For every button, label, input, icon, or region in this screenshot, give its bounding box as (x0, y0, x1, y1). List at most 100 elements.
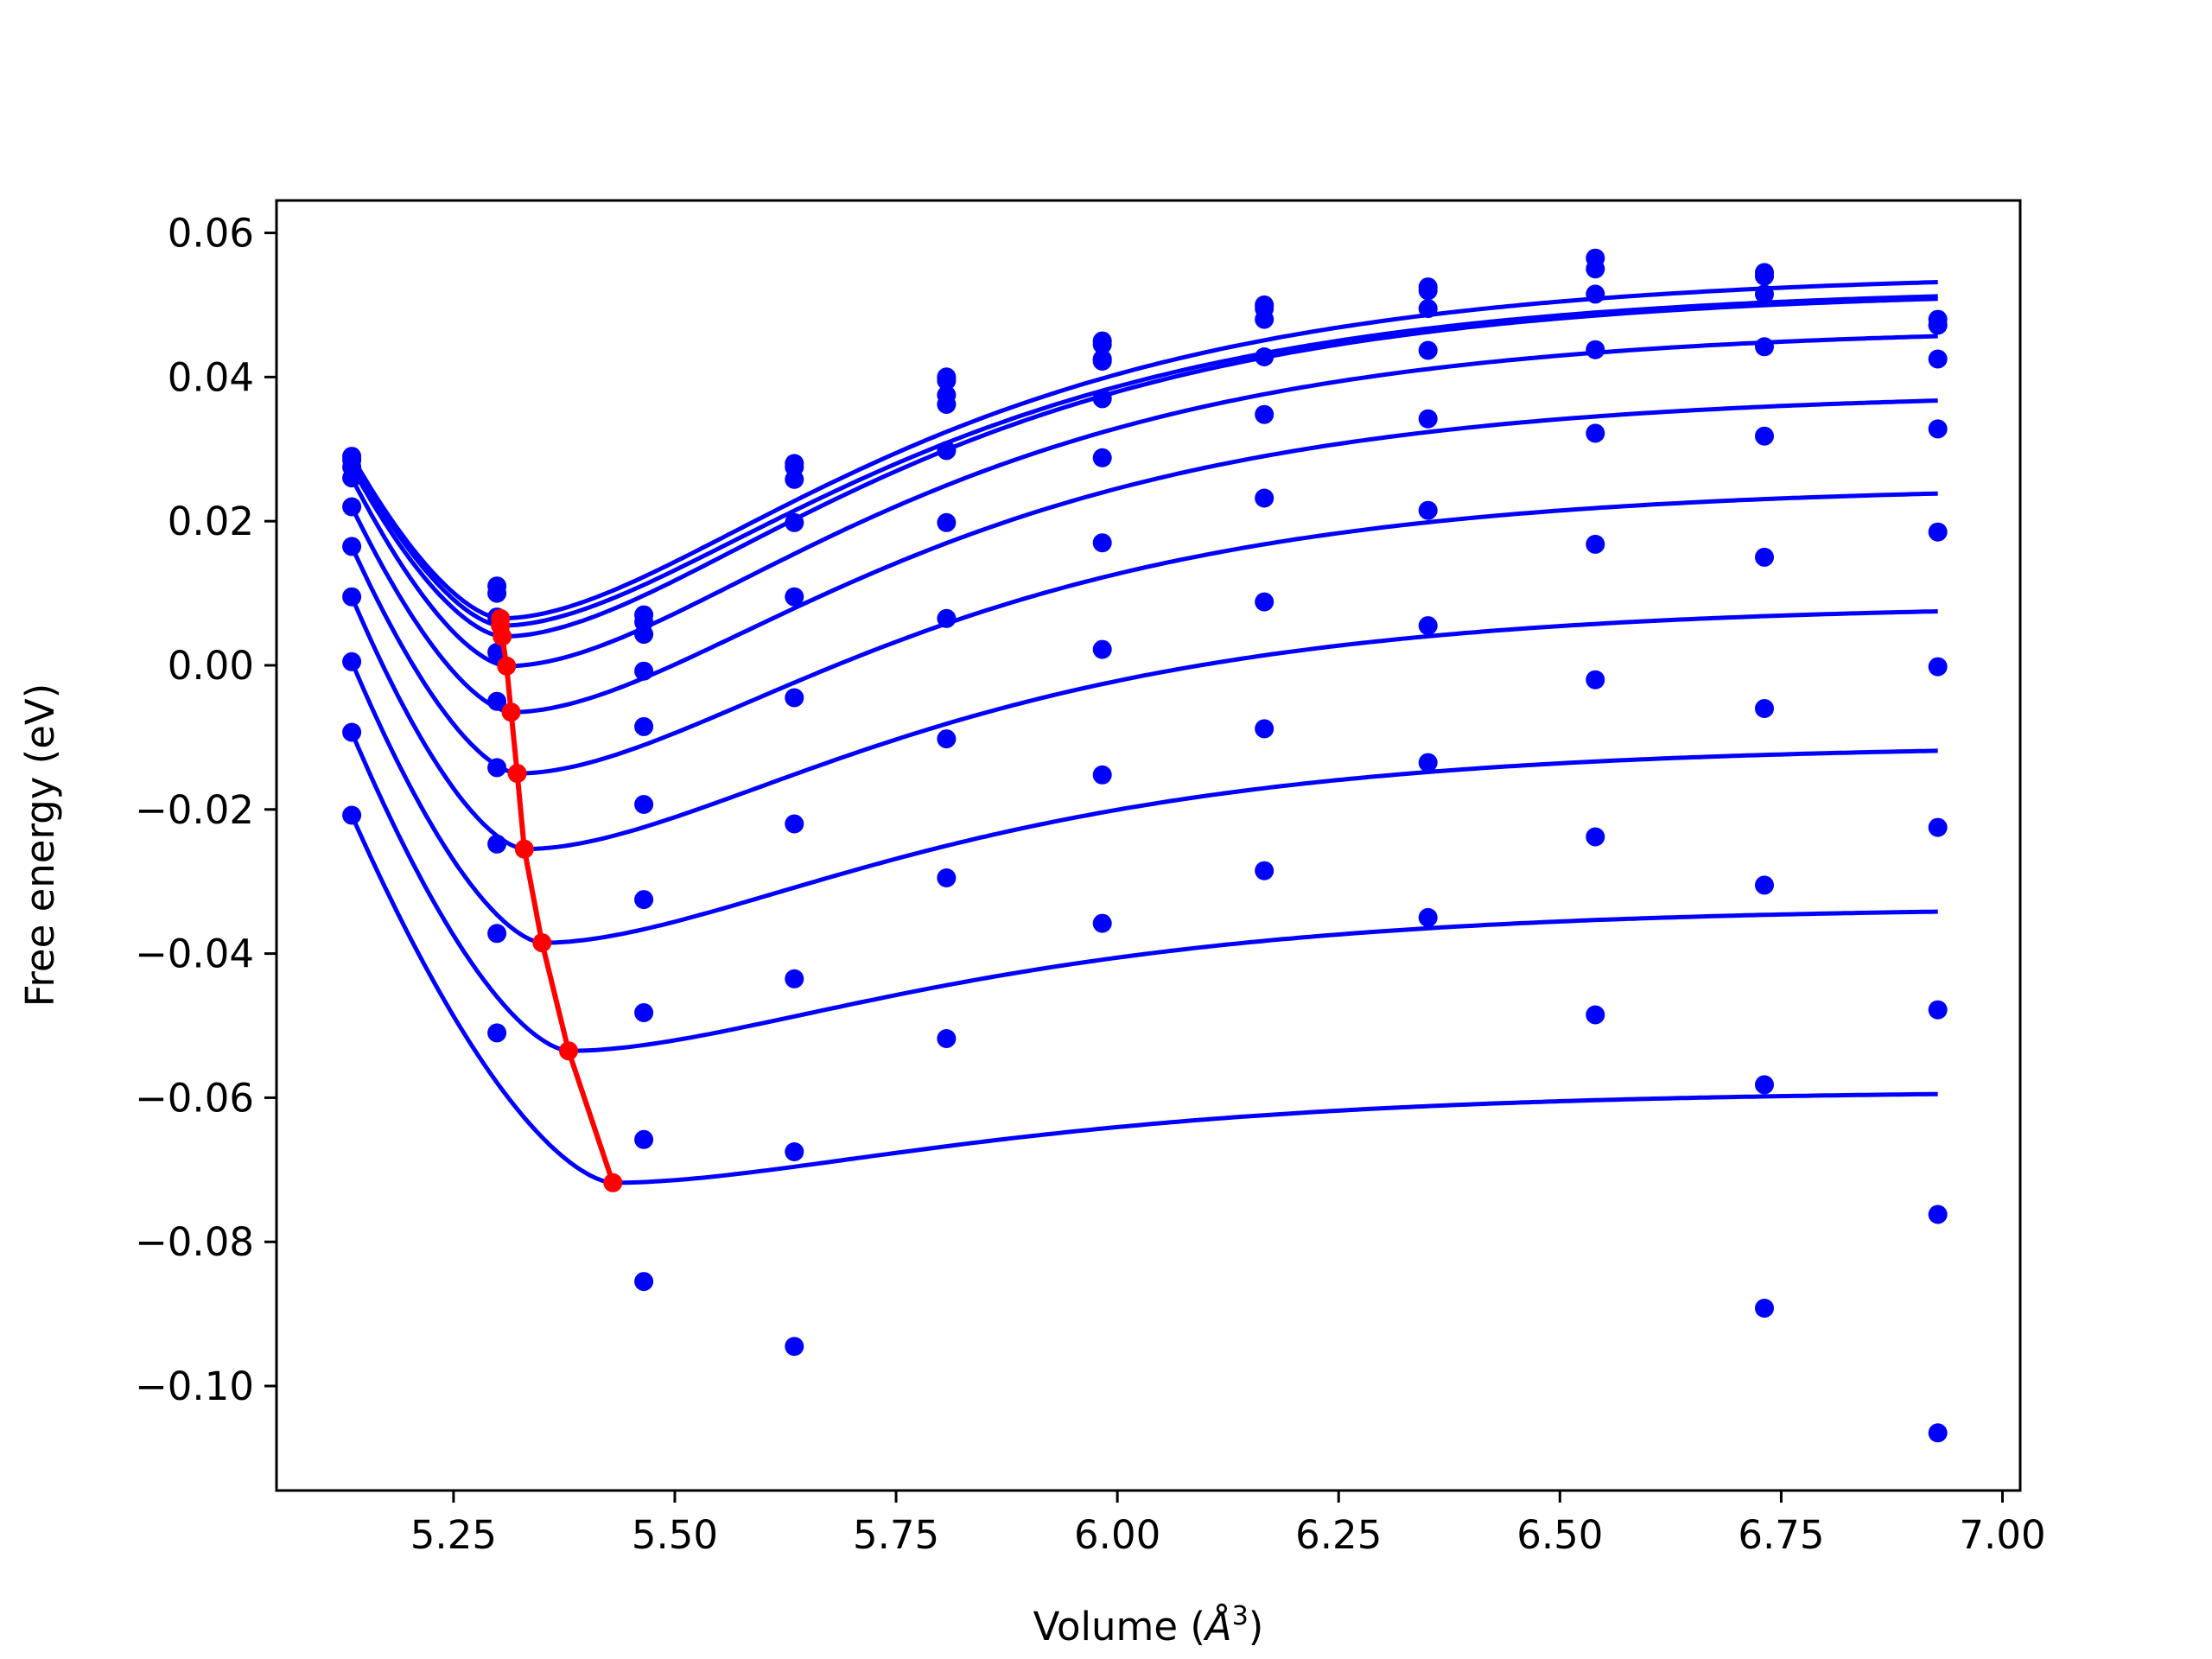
minimum-point-7 (532, 933, 552, 953)
fit-curve-6 (349, 595, 1938, 852)
data-point-s6-v2 (634, 890, 654, 910)
fit-curve-0 (349, 280, 1938, 621)
y-tick-label: −0.10 (135, 1363, 254, 1409)
data-point-s4-v10 (1928, 419, 1948, 439)
data-point-s6-v8 (1586, 670, 1605, 690)
y-tick-label: −0.08 (135, 1219, 254, 1265)
y-tick-label: 0.00 (168, 643, 254, 689)
data-point-s4-v5 (1092, 389, 1112, 409)
data-point-s6-v10 (1928, 657, 1948, 677)
x-tick-label: 6.25 (1295, 1512, 1382, 1558)
data-point-s6-v9 (1755, 699, 1774, 718)
minimum-point-3 (497, 656, 517, 676)
y-tick-label: −0.06 (135, 1075, 254, 1121)
data-point-s7-v2 (634, 1003, 654, 1022)
data-point-s7-v0 (342, 652, 362, 671)
data-point-s5-v7 (1418, 500, 1438, 520)
data-point-s9-v3 (785, 1337, 804, 1357)
data-point-s2-v7 (1418, 299, 1438, 319)
data-point-s7-v5 (1092, 639, 1112, 659)
data-point-s3-v6 (1255, 347, 1274, 366)
data-point-s9-v2 (634, 1272, 654, 1292)
data-point-s4-v0 (342, 497, 362, 517)
minimum-point-9 (603, 1173, 623, 1192)
data-point-s4-v6 (1255, 404, 1274, 424)
data-point-s2-v2 (634, 625, 654, 645)
data-point-s6-v3 (785, 814, 804, 834)
data-point-s5-v0 (342, 537, 362, 556)
fit-curves (349, 280, 1938, 1185)
data-point-s3-v9 (1755, 337, 1774, 357)
minimum-path (491, 608, 623, 1192)
data-point-s8-v7 (1418, 907, 1438, 927)
minimum-point-6 (514, 839, 534, 859)
data-point-s3-v7 (1418, 340, 1438, 360)
data-point-s4-v4 (937, 441, 957, 461)
data-point-s7-v9 (1755, 875, 1774, 895)
minimum-point-4 (501, 702, 521, 722)
data-point-s8-v8 (1586, 1005, 1605, 1025)
fit-curve-7 (349, 660, 1938, 945)
data-point-s8-v10 (1928, 1000, 1948, 1020)
data-point-s1-v7 (1418, 281, 1438, 301)
data-point-s8-v4 (937, 868, 957, 887)
fit-curve-2 (349, 296, 1938, 639)
y-tick-label: 0.04 (168, 354, 254, 400)
data-point-s7-v4 (937, 729, 957, 749)
data-point-s6-v6 (1255, 592, 1274, 612)
data-point-s2-v9 (1755, 284, 1774, 304)
fit-curve-4 (349, 398, 1938, 715)
minimum-point-8 (559, 1041, 578, 1061)
data-point-s9-v10 (1928, 1205, 1948, 1224)
data-point-s7-v1 (487, 924, 507, 944)
data-point-s8-v3 (785, 1142, 804, 1161)
fit-curve-3 (349, 334, 1938, 669)
x-tick-label: 6.75 (1738, 1512, 1824, 1558)
data-point-s5-v1 (487, 758, 507, 778)
data-point-s7-v7 (1418, 753, 1438, 772)
data-point-s7-v10 (1928, 817, 1948, 837)
x-tick-label: 6.00 (1074, 1512, 1160, 1558)
data-point-s4-v2 (634, 716, 654, 736)
plot-frame (275, 199, 2022, 1492)
data-point-s5-v9 (1755, 547, 1774, 567)
data-point-s6-v4 (937, 608, 957, 628)
data-point-s4-v1 (487, 691, 507, 711)
data-point-s3-v2 (634, 661, 654, 681)
data-point-s9-v9 (1755, 1299, 1774, 1318)
data-point-s5-v3 (785, 688, 804, 708)
data-point-s3-v8 (1586, 340, 1605, 359)
data-point-s3-v5 (1092, 352, 1112, 371)
data-point-s9-v0 (342, 805, 362, 825)
data-point-s3-v10 (1928, 349, 1948, 369)
data-points (342, 248, 1948, 1443)
data-point-s7-v3 (785, 969, 804, 988)
data-point-s8-v1 (487, 1023, 507, 1043)
data-point-s6-v7 (1418, 616, 1438, 636)
data-point-s8-v0 (342, 722, 362, 742)
data-point-s4-v3 (785, 587, 804, 607)
data-point-s2-v3 (785, 469, 804, 489)
data-point-s5-v8 (1586, 534, 1605, 554)
data-point-s3-v4 (937, 395, 957, 414)
minimum-point-2 (493, 626, 512, 646)
fit-curve-5 (349, 491, 1938, 776)
fit-curve-8 (349, 731, 1938, 1053)
y-tick-label: 0.02 (168, 499, 254, 544)
data-point-s4-v9 (1755, 426, 1774, 446)
data-point-s9-v5 (1092, 913, 1112, 933)
x-tick-label: 5.25 (410, 1512, 497, 1558)
data-point-s1-v8 (1586, 259, 1605, 279)
x-axis: 5.25 5.50 5.75 6.00 6.25 6.50 6.75 7.00 (410, 1491, 2046, 1558)
data-point-s5-v2 (634, 795, 654, 814)
data-point-s5-v10 (1928, 522, 1948, 542)
data-point-s4-v8 (1586, 423, 1605, 443)
data-point-s9-v4 (937, 1029, 957, 1048)
data-point-s1-v1 (487, 583, 507, 603)
x-tick-label: 5.50 (632, 1512, 718, 1558)
data-point-s2-v6 (1255, 309, 1274, 329)
data-point-s6-v1 (487, 834, 507, 854)
data-point-s8-v6 (1255, 861, 1274, 880)
